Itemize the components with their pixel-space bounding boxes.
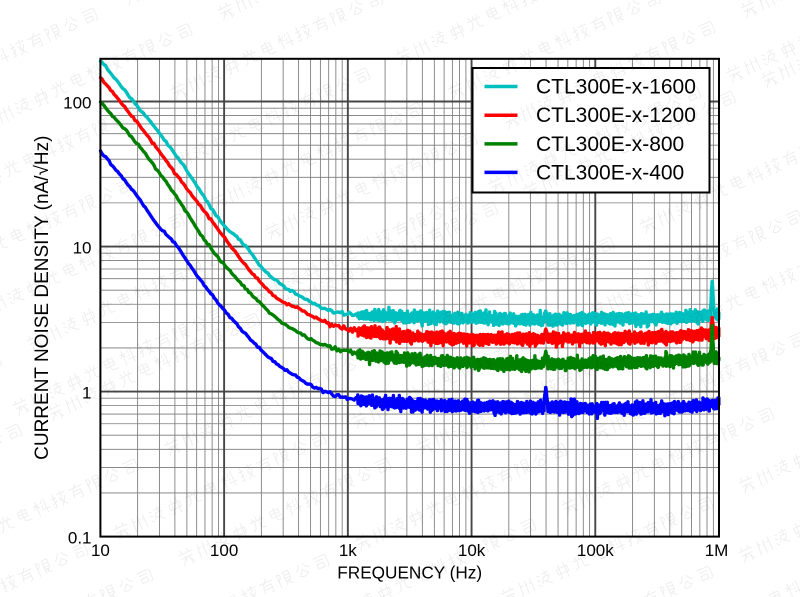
svg-text:CTL300E-x-1600: CTL300E-x-1600 [536, 75, 696, 98]
svg-text:10: 10 [91, 541, 110, 560]
svg-text:CURRENT NOISE DENSITY (nA/√Hz): CURRENT NOISE DENSITY (nA/√Hz) [32, 136, 53, 460]
svg-text:1k: 1k [339, 541, 357, 560]
svg-text:1: 1 [82, 383, 91, 402]
svg-text:0.1: 0.1 [68, 528, 92, 547]
svg-text:100: 100 [63, 93, 91, 112]
svg-text:CTL300E-x-1200: CTL300E-x-1200 [536, 104, 696, 127]
svg-text:CTL300E-x-400: CTL300E-x-400 [536, 161, 684, 184]
svg-text:1M: 1M [705, 541, 729, 560]
svg-text:FREQUENCY (Hz): FREQUENCY (Hz) [337, 563, 482, 583]
svg-text:10k: 10k [458, 541, 486, 560]
svg-text:CTL300E-x-800: CTL300E-x-800 [536, 133, 684, 156]
svg-text:100: 100 [210, 541, 238, 560]
svg-text:10: 10 [73, 238, 92, 257]
svg-text:100k: 100k [577, 541, 614, 560]
